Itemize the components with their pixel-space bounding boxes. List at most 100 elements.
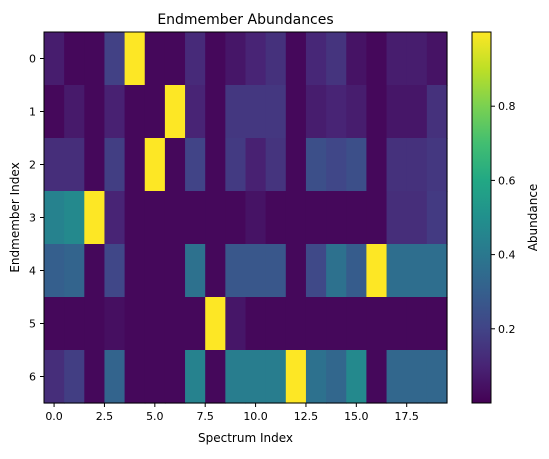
heatmap-cell bbox=[64, 350, 85, 404]
heatmap-cell bbox=[185, 85, 206, 139]
heatmap-cell bbox=[245, 244, 267, 298]
heatmap-cell bbox=[406, 85, 428, 139]
colorbar-tick-label: 0.8 bbox=[498, 100, 516, 113]
heatmap-cell bbox=[164, 297, 186, 351]
heatmap-cell bbox=[366, 350, 388, 404]
heatmap-cell bbox=[406, 32, 428, 86]
heatmap-cell bbox=[205, 244, 226, 298]
y-tick-label: 3 bbox=[29, 212, 36, 225]
heatmap-cell bbox=[225, 244, 247, 298]
heatmap-cell bbox=[84, 244, 106, 298]
heatmap-cell bbox=[124, 350, 146, 404]
heatmap-cell bbox=[205, 191, 226, 245]
heatmap-cell bbox=[44, 138, 65, 192]
heatmap-cell bbox=[406, 244, 428, 298]
heatmap-cell bbox=[426, 138, 448, 192]
heatmap-cell bbox=[426, 297, 448, 351]
heatmap-cell bbox=[164, 350, 186, 404]
heatmap-cell bbox=[245, 350, 267, 404]
heatmap-cell bbox=[144, 32, 166, 86]
colorbar-ticks: 0.2 0.4 0.6 0.8 bbox=[491, 100, 516, 336]
heatmap-cell bbox=[386, 350, 408, 404]
heatmap-cell bbox=[64, 297, 85, 351]
heatmap-cell bbox=[185, 244, 206, 298]
heatmap-cell bbox=[64, 138, 85, 192]
heatmap-cell bbox=[366, 297, 388, 351]
heatmap-cell bbox=[44, 85, 65, 139]
heatmap-cell bbox=[104, 244, 126, 298]
y-tick-label: 5 bbox=[29, 318, 36, 331]
heatmap-cell bbox=[225, 85, 247, 139]
heatmap-cell bbox=[406, 350, 428, 404]
heatmap-cell bbox=[185, 32, 206, 86]
heatmap-cell bbox=[406, 191, 428, 245]
heatmap-cell bbox=[366, 244, 388, 298]
heatmap-cell bbox=[386, 191, 408, 245]
heatmap-cell bbox=[64, 32, 85, 86]
heatmap-cell bbox=[64, 244, 85, 298]
y-axis-label: Endmember Index bbox=[8, 162, 22, 272]
y-tick-label: 6 bbox=[29, 371, 36, 384]
heatmap-cell bbox=[84, 297, 106, 351]
heatmap-cell bbox=[245, 85, 267, 139]
colorbar-tick-label: 0.6 bbox=[498, 174, 516, 187]
heatmap-cell bbox=[406, 297, 428, 351]
heatmap-cell bbox=[164, 244, 186, 298]
heatmap-cell bbox=[366, 138, 388, 192]
heatmap-cell bbox=[205, 85, 226, 139]
heatmap-cell bbox=[225, 138, 247, 192]
heatmap-cell bbox=[305, 191, 327, 245]
heatmap-cell bbox=[205, 350, 226, 404]
heatmap-cell bbox=[84, 138, 106, 192]
heatmap-cell bbox=[225, 32, 247, 86]
heatmap-cell bbox=[346, 138, 367, 192]
heatmap-cell bbox=[305, 297, 327, 351]
heatmap-cell bbox=[164, 138, 186, 192]
heatmap-cell bbox=[185, 138, 206, 192]
heatmap-cell bbox=[245, 32, 267, 86]
heatmap-cell bbox=[305, 138, 327, 192]
heatmap-cell bbox=[386, 85, 408, 139]
heatmap-cell bbox=[285, 244, 307, 298]
heatmap-cell bbox=[346, 297, 367, 351]
heatmap-cell bbox=[164, 85, 186, 139]
x-tick-label: 17.5 bbox=[394, 410, 419, 423]
heatmap-cell bbox=[265, 297, 287, 351]
heatmap-cell bbox=[164, 32, 186, 86]
heatmap-cell bbox=[44, 191, 65, 245]
y-tick-label: 4 bbox=[29, 265, 36, 278]
colorbar-tick-label: 0.2 bbox=[498, 323, 516, 336]
heatmap-cell bbox=[84, 350, 106, 404]
heatmap-cell bbox=[144, 244, 166, 298]
heatmap-cell bbox=[366, 85, 388, 139]
x-tick-label: 10.0 bbox=[243, 410, 268, 423]
heatmap-cell bbox=[366, 32, 388, 86]
heatmap-cell bbox=[346, 244, 367, 298]
heatmap-cell bbox=[225, 350, 247, 404]
x-tick-label: 2.5 bbox=[96, 410, 114, 423]
heatmap-cell bbox=[44, 350, 65, 404]
heatmap-cell bbox=[285, 297, 307, 351]
heatmap-cell bbox=[64, 191, 85, 245]
heatmap-cell bbox=[285, 138, 307, 192]
heatmap-cell bbox=[144, 85, 166, 139]
heatmap-cell bbox=[386, 32, 408, 86]
heatmap-cell bbox=[305, 32, 327, 86]
heatmap-cell bbox=[124, 85, 146, 139]
heatmap-cell bbox=[205, 138, 226, 192]
heatmap-cell bbox=[346, 191, 367, 245]
heatmap-cell bbox=[144, 350, 166, 404]
heatmap-cell bbox=[346, 32, 367, 86]
heatmap-cell bbox=[426, 191, 448, 245]
heatmap-cell bbox=[245, 138, 267, 192]
heatmap-cell bbox=[265, 85, 287, 139]
x-tick-label: 15.0 bbox=[344, 410, 369, 423]
heatmap-cell bbox=[326, 244, 347, 298]
heatmap-cell bbox=[305, 244, 327, 298]
heatmap-cell bbox=[265, 32, 287, 86]
heatmap-cell bbox=[225, 297, 247, 351]
x-tick-label: 12.5 bbox=[294, 410, 319, 423]
heatmap-cell bbox=[44, 244, 65, 298]
